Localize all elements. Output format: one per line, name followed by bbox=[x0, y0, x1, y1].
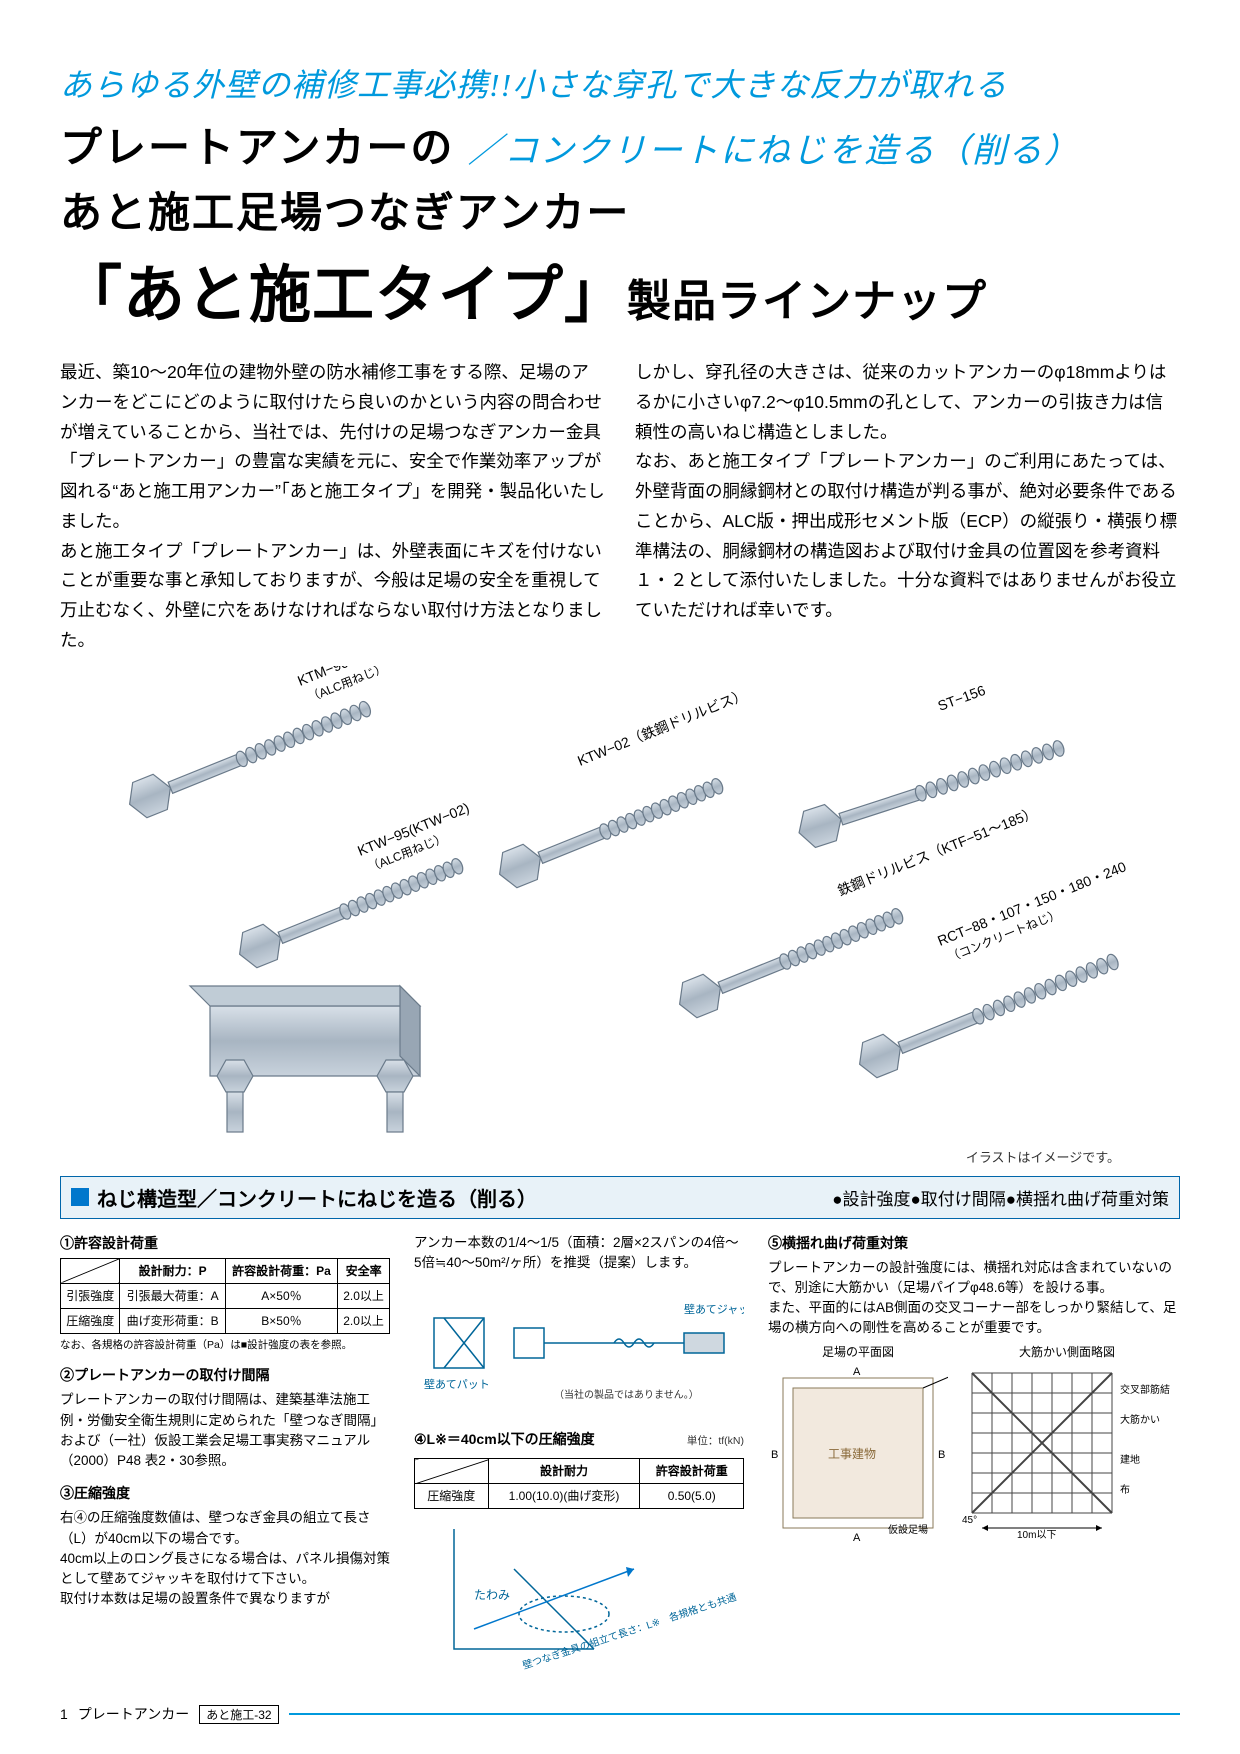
r1c2: 引張最大荷重：A bbox=[120, 1283, 225, 1308]
svg-text:ST−156: ST−156 bbox=[936, 681, 988, 713]
lbl-disc: （当社の製品ではありません。） bbox=[554, 1388, 699, 1401]
svg-text:交叉部筋結: 交叉部筋結 bbox=[1120, 1383, 1170, 1396]
r1c4: 2.0以上 bbox=[338, 1283, 390, 1308]
brace-title: 大筋かい側面略図 bbox=[962, 1343, 1172, 1361]
comp-table-title: ④L※＝40cm以下の圧縮強度 bbox=[414, 1429, 595, 1450]
footer-bar bbox=[289, 1713, 1180, 1715]
load-note: なお、各規格の許容設計荷重（Pa）は■設計強度の表を参照。 bbox=[60, 1338, 390, 1354]
comp-title: ③圧縮強度 bbox=[60, 1483, 390, 1504]
page-number: 1 bbox=[60, 1706, 68, 1722]
page-footer: 1 プレートアンカー あと施工-32 bbox=[60, 1704, 1180, 1724]
plan-title: 足場の平面図 bbox=[768, 1343, 948, 1361]
brace-col: 大筋かい側面略図 交叉部筋結 大筋かい 建地 布 45° 10m以下 bbox=[962, 1343, 1172, 1549]
intro-left: 最近、築10〜20年位の建物外壁の防水補修工事をする際、足場のアンカーをどこにど… bbox=[60, 358, 605, 656]
title-row1: プレートアンカーの ／コンクリートにねじを造る（削る） bbox=[60, 114, 1180, 175]
title-row3-sub: 製品ラインナップ bbox=[627, 277, 987, 326]
r2c4: 2.0以上 bbox=[338, 1308, 390, 1333]
mid-top: アンカー本数の1/4〜1/5（面積：2層×2スパンの4倍〜5倍≒40〜50m²/… bbox=[414, 1233, 744, 1274]
r2c1: 圧縮強度 bbox=[61, 1308, 120, 1333]
svg-text:45°: 45° bbox=[962, 1515, 977, 1526]
r2c2: 曲げ変形荷重：B bbox=[120, 1308, 225, 1333]
th-blank bbox=[61, 1258, 120, 1283]
r2c3: B×50％ bbox=[225, 1308, 337, 1333]
square-icon bbox=[71, 1188, 89, 1206]
title-row3: 「あと施工タイプ」製品ラインナップ bbox=[60, 244, 1180, 334]
th-pa: 許容設計荷重：Pa bbox=[225, 1258, 337, 1283]
details-left: ①許容設計荷重 設計耐力：P 許容設計荷重：Pa 安全率 引張強度 引張最大荷重… bbox=[60, 1233, 390, 1686]
spacing-body: プレートアンカーの取付け間隔は、建築基準法施工例・労働安全衛生規則に定められた「… bbox=[60, 1390, 390, 1471]
section-dots: ●設計強度●取付け間隔●横揺れ曲げ荷重対策 bbox=[832, 1185, 1169, 1210]
ct-r3: 0.50(5.0) bbox=[640, 1484, 744, 1509]
tagline: あらゆる外壁の補修工事必携!!小さな穿孔で大きな反力が取れる bbox=[60, 60, 1180, 106]
lbl-jack: 壁あてジャッキ bbox=[684, 1302, 744, 1316]
jack-diagram: 壁あてジャッキ 壁あてパット （当社の製品ではありません。） bbox=[414, 1273, 744, 1423]
lbl-tawami: たわみ bbox=[474, 1588, 510, 1602]
deflection-diagram: たわみ 壁つなぎ金具の組立て長さ：L※ 各規格とも共通 bbox=[414, 1509, 744, 1679]
section-bar: ねじ構造型／コンクリートにねじを造る（削る） ●設計強度●取付け間隔●横揺れ曲げ… bbox=[60, 1176, 1180, 1219]
details-grid: ①許容設計荷重 設計耐力：P 許容設計荷重：Pa 安全率 引張強度 引張最大荷重… bbox=[60, 1233, 1180, 1686]
footer-label: プレートアンカー bbox=[78, 1704, 189, 1724]
svg-text:A: A bbox=[853, 1366, 861, 1378]
svg-text:仮設足場: 仮設足場 bbox=[888, 1523, 928, 1536]
svg-text:KTW−02（鉄鋼ドリルビス）: KTW−02（鉄鋼ドリルビス） bbox=[575, 686, 749, 769]
r1c1: 引張強度 bbox=[61, 1283, 120, 1308]
plan-row: 足場の平面図 A A B B 工事建物 仮設足場 大筋かい側面略図 bbox=[768, 1343, 1180, 1549]
product-illustration: KTM−90（ALC用ねじ）KTW−95(KTW−02)（ALC用ねじ）KTW−… bbox=[60, 666, 1180, 1166]
comp-table-unit: 単位：tf(kN) bbox=[687, 1434, 744, 1450]
plan-col: 足場の平面図 A A B B 工事建物 仮設足場 bbox=[768, 1343, 948, 1549]
intro-right: しかし、穿孔径の大きさは、従来のカットアンカーのφ18mmよりはるかに小さいφ7… bbox=[635, 358, 1180, 656]
details-mid: アンカー本数の1/4〜1/5（面積：2層×2スパンの4倍〜5倍≒40〜50m²/… bbox=[414, 1233, 744, 1686]
th-p: 設計耐力：P bbox=[120, 1258, 225, 1283]
section-title: ねじ構造型／コンクリートにねじを造る（削る） bbox=[97, 1183, 537, 1212]
svg-text:B: B bbox=[938, 1449, 945, 1461]
ct-h1: 設計耐力 bbox=[488, 1459, 640, 1484]
svg-text:RCT−88・107・150・180・240: RCT−88・107・150・180・240 bbox=[935, 858, 1128, 949]
svg-text:鉄鋼ドリルビス（KTF−51〜185）: 鉄鋼ドリルビス（KTF−51〜185） bbox=[835, 803, 1039, 898]
lbl-pad: 壁あてパット bbox=[424, 1377, 490, 1391]
svg-text:B: B bbox=[771, 1449, 778, 1461]
sway-body: プレートアンカーの設計強度には、横揺れ対応は含まれていないので、別途に大筋かい（… bbox=[768, 1258, 1180, 1339]
ct-r1: 圧縮強度 bbox=[415, 1484, 489, 1509]
load-table: 設計耐力：P 許容設計荷重：Pa 安全率 引張強度 引張最大荷重：A A×50％… bbox=[60, 1258, 390, 1334]
plan-svg: A A B B 工事建物 仮設足場 bbox=[768, 1363, 948, 1543]
intro-columns: 最近、築10〜20年位の建物外壁の防水補修工事をする際、足場のアンカーをどこにど… bbox=[60, 358, 1180, 656]
illustration-caption: イラストはイメージです。 bbox=[966, 1147, 1120, 1166]
title-row2: あと施工足場つなぎアンカー bbox=[60, 179, 1180, 240]
svg-text:10m以下: 10m以下 bbox=[1017, 1530, 1056, 1541]
svg-text:建地: 建地 bbox=[1120, 1453, 1140, 1466]
svg-text:大筋かい: 大筋かい bbox=[1120, 1413, 1160, 1426]
comp-body: 右④の圧縮強度数値は、壁つなぎ金具の組立て長さ（L）が40cm以下の場合です。 … bbox=[60, 1508, 390, 1609]
load-title: ①許容設計荷重 bbox=[60, 1233, 390, 1254]
comp-table: 設計耐力 許容設計荷重 圧縮強度 1.00(10.0)(曲げ変形) 0.50(5… bbox=[414, 1458, 744, 1509]
svg-text:布: 布 bbox=[1120, 1484, 1130, 1496]
svg-text:工事建物: 工事建物 bbox=[828, 1447, 876, 1461]
title-row1-sub: ／コンクリートにねじを造る（削る） bbox=[468, 133, 1080, 170]
ct-blank bbox=[415, 1459, 489, 1484]
details-right: ⑤横揺れ曲げ荷重対策 プレートアンカーの設計強度には、横揺れ対応は含まれていない… bbox=[768, 1233, 1180, 1686]
spacing-title: ②プレートアンカーの取付け間隔 bbox=[60, 1365, 390, 1386]
title-row1-main: プレートアンカーの bbox=[60, 124, 454, 171]
svg-text:A: A bbox=[853, 1532, 861, 1543]
ct-r2: 1.00(10.0)(曲げ変形) bbox=[488, 1484, 640, 1509]
th-safe: 安全率 bbox=[338, 1258, 390, 1283]
sway-title: ⑤横揺れ曲げ荷重対策 bbox=[768, 1233, 1180, 1254]
footer-code: あと施工-32 bbox=[199, 1705, 278, 1724]
products-svg: KTM−90（ALC用ねじ）KTW−95(KTW−02)（ALC用ねじ）KTW−… bbox=[60, 666, 1180, 1166]
brace-svg: 交叉部筋結 大筋かい 建地 布 45° 10m以下 bbox=[962, 1363, 1172, 1543]
ct-h2: 許容設計荷重 bbox=[640, 1459, 744, 1484]
r1c3: A×50％ bbox=[225, 1283, 337, 1308]
title-row3-main: 「あと施工タイプ」 bbox=[60, 261, 627, 330]
